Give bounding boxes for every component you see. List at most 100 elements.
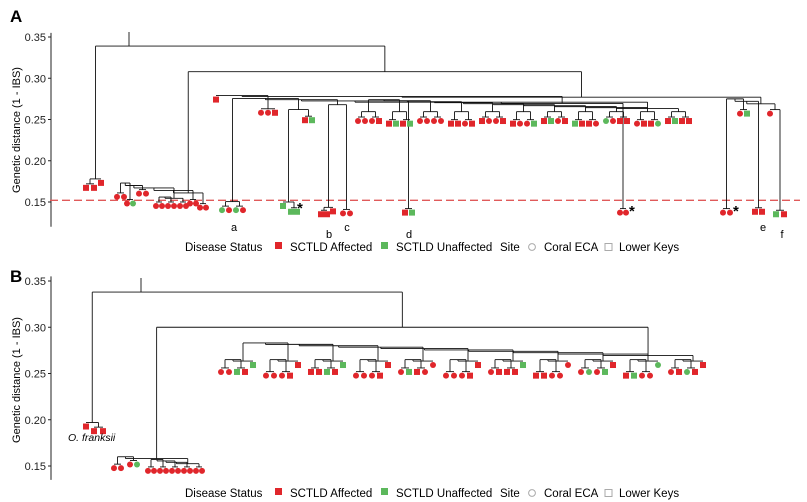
tip-marker-coral-eca [136, 190, 142, 197]
outgroup-species-label: O. franksii [68, 432, 116, 444]
legend-affected-label: SCTLD Affected [290, 242, 372, 254]
tip-marker-coral-eca [430, 362, 436, 369]
legend-affected-swatch [275, 242, 282, 249]
tip-marker-lower-keys [504, 368, 510, 375]
legend-unaffected-label: SCTLD Unaffected [396, 242, 492, 254]
tip-marker-coral-eca [199, 467, 205, 474]
tip-marker-coral-eca [175, 467, 181, 474]
tip-marker-lower-keys [308, 368, 314, 375]
tip-marker-coral-eca [417, 118, 423, 125]
tip-marker-coral-eca [684, 368, 690, 375]
asterisk-marker: * [629, 203, 635, 220]
tip-marker-coral-eca [549, 372, 555, 379]
tip-marker-coral-eca [197, 204, 203, 211]
tip-marker-coral-eca [586, 368, 592, 375]
legend-lower-keys-label: Lower Keys [619, 242, 679, 254]
tip-marker-coral-eca [720, 209, 726, 216]
tip-marker-lower-keys [631, 372, 637, 379]
tip-marker-coral-eca [578, 368, 584, 375]
tip-marker-lower-keys [475, 362, 481, 369]
tip-marker-lower-keys [324, 368, 330, 375]
tip-marker-lower-keys [672, 118, 678, 125]
y-tick-label: 0.30 [25, 322, 46, 334]
tip-marker-coral-eca [219, 207, 225, 214]
tip-marker-lower-keys [91, 184, 97, 191]
legend-site-title: Site [500, 242, 520, 254]
tip-marker-lower-keys [393, 120, 399, 127]
tip-marker-lower-keys [541, 372, 547, 379]
tip-marker-coral-eca [159, 203, 165, 209]
tip-marker-lower-keys [302, 117, 308, 124]
tip-marker-coral-eca [233, 207, 239, 214]
tip-marker-coral-eca [187, 200, 193, 207]
tip-marker-coral-eca [603, 118, 609, 125]
tip-marker-coral-eca [438, 118, 444, 125]
tip-marker-coral-eca [226, 368, 232, 375]
tip-marker-lower-keys [773, 211, 779, 218]
tip-marker-lower-keys [572, 120, 578, 127]
tip-marker-coral-eca [169, 467, 175, 474]
y-tick-label: 0.25 [25, 115, 46, 127]
tip-marker-coral-eca [193, 200, 199, 207]
tip-marker-coral-eca [355, 118, 361, 125]
legend-affected-swatch [275, 488, 282, 495]
tip-marker-lower-keys [400, 120, 406, 127]
tip-marker-coral-eca [340, 210, 346, 217]
clade-label-b: b [326, 229, 332, 241]
tip-marker-lower-keys [469, 120, 475, 127]
tip-marker-lower-keys [385, 362, 391, 369]
tip-marker-lower-keys [648, 120, 654, 127]
tip-marker-lower-keys [295, 362, 301, 369]
tip-marker-coral-eca [265, 109, 271, 116]
y-tick-label: 0.35 [25, 32, 46, 44]
tip-marker-lower-keys [623, 372, 629, 379]
legend-lower-keys-square-icon [604, 243, 613, 251]
tip-marker-lower-keys [280, 203, 286, 209]
tip-marker-lower-keys [512, 368, 518, 375]
tip-marker-lower-keys [665, 118, 671, 125]
tip-marker-coral-eca [555, 118, 561, 125]
asterisk-marker: * [297, 200, 303, 217]
tip-marker-lower-keys [496, 368, 502, 375]
legend-affected-label: SCTLD Affected [290, 488, 372, 500]
tip-marker-coral-eca [424, 118, 430, 125]
tip-marker-coral-eca [240, 207, 246, 214]
tip-marker-lower-keys [679, 118, 685, 125]
tip-marker-lower-keys [448, 120, 454, 127]
y-tick-label: 0.15 [25, 197, 46, 209]
tip-marker-lower-keys [624, 118, 630, 125]
legend-unaffected-swatch [381, 488, 388, 495]
y-tick-label: 0.35 [25, 276, 46, 288]
tip-marker-coral-eca [524, 120, 530, 127]
tip-marker-coral-eca [737, 110, 743, 117]
tip-marker-coral-eca [124, 200, 130, 207]
tip-marker-coral-eca [153, 203, 159, 209]
tip-marker-coral-eca [145, 467, 151, 474]
panel-b-legend: Disease Status SCTLD Affected SCTLD Unaf… [185, 488, 679, 500]
tip-marker-coral-eca [226, 207, 232, 214]
panel-b-y-axis-title: Genetic distance (1 - IBS) [11, 317, 23, 443]
tip-marker-coral-eca [767, 110, 773, 117]
tip-marker-lower-keys [287, 372, 293, 379]
tip-marker-coral-eca [443, 372, 449, 379]
tip-marker-coral-eca [181, 467, 187, 474]
tip-marker-lower-keys [531, 120, 537, 127]
tip-marker-coral-eca [134, 461, 140, 468]
tip-marker-lower-keys [686, 118, 692, 125]
tip-marker-coral-eca [218, 368, 224, 375]
tip-marker-coral-eca [130, 200, 136, 207]
tip-marker-lower-keys [318, 211, 324, 218]
tip-marker-lower-keys [242, 368, 248, 375]
tip-marker-lower-keys [676, 368, 682, 375]
tip-marker-coral-eca [121, 193, 127, 200]
legend-site-title: Site [500, 488, 520, 500]
tip-marker-coral-eca [486, 118, 492, 125]
legend-lower-keys-square-icon [604, 489, 613, 497]
tip-marker-lower-keys [781, 211, 787, 218]
tip-marker-lower-keys [610, 362, 616, 369]
tip-marker-coral-eca [171, 203, 177, 209]
tip-marker-lower-keys [83, 423, 89, 430]
tip-marker-coral-eca [517, 120, 523, 127]
tip-marker-lower-keys [455, 120, 461, 127]
tip-marker-coral-eca [361, 372, 367, 379]
